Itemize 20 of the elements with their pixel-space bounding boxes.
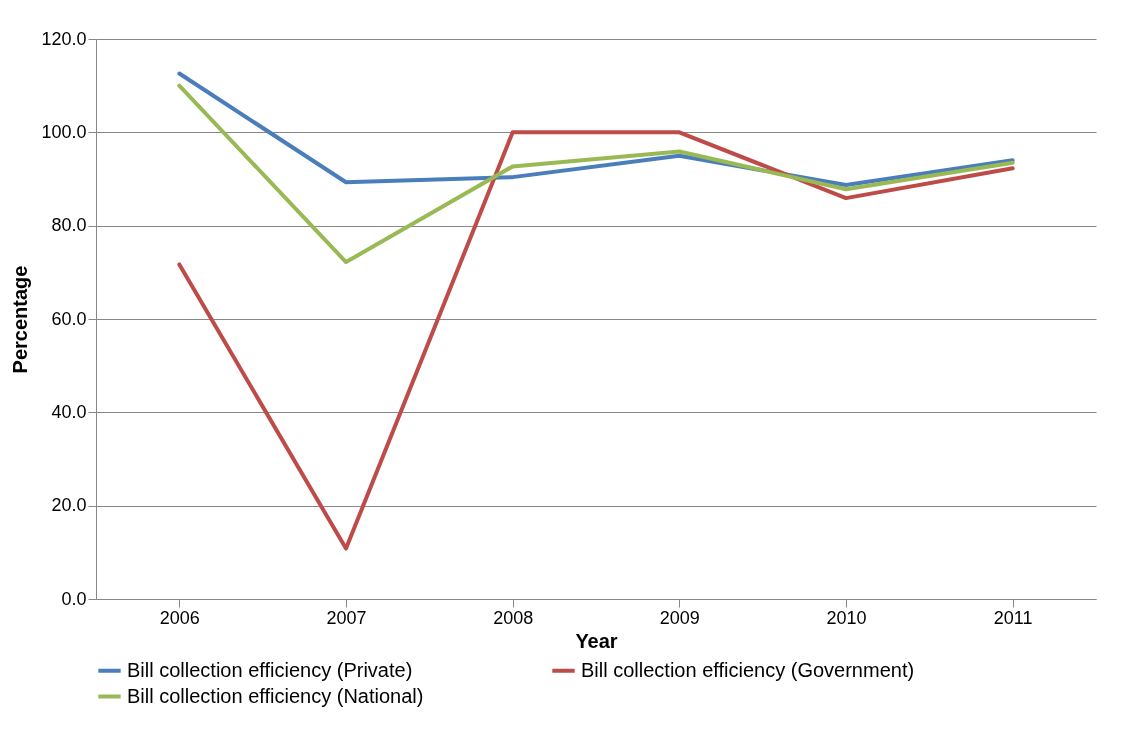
legend-label: Bill collection efficiency (National) — [127, 684, 424, 707]
y-tick-label: 0.0 — [61, 588, 87, 609]
x-tick-label: 2008 — [493, 607, 534, 628]
x-tick-label: 2011 — [993, 607, 1033, 628]
x-tick-label: 2007 — [326, 607, 367, 628]
y-tick-label: 80.0 — [51, 215, 87, 236]
legend-label: Bill collection efficiency (Government) — [581, 658, 915, 681]
y-tick-label: 100.0 — [41, 121, 87, 142]
y-axis-title: Percentage — [9, 265, 32, 374]
x-tick-label: 2006 — [159, 607, 200, 628]
line-series — [177, 130, 1015, 551]
legend-label: Bill collection efficiency (Private) — [127, 658, 413, 681]
y-tick-label: 40.0 — [51, 401, 87, 422]
y-tick-label: 20.0 — [51, 495, 87, 516]
x-tick-label: 2009 — [659, 607, 700, 628]
y-tick-label: 60.0 — [51, 308, 87, 329]
x-axis-title: Year — [575, 629, 618, 652]
x-tick-label: 2010 — [826, 607, 867, 628]
y-tick-label: 120.0 — [41, 28, 87, 49]
line-series — [177, 83, 1015, 265]
